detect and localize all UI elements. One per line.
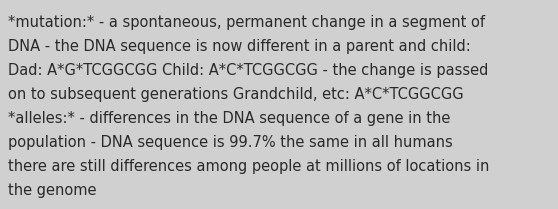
Text: *alleles:* - differences in the DNA sequence of a gene in the: *alleles:* - differences in the DNA sequ… xyxy=(8,111,451,126)
Text: the genome: the genome xyxy=(8,183,97,198)
Text: there are still differences among people at millions of locations in: there are still differences among people… xyxy=(8,159,490,174)
Text: DNA - the DNA sequence is now different in a parent and child:: DNA - the DNA sequence is now different … xyxy=(8,39,471,54)
Text: *mutation:* - a spontaneous, permanent change in a segment of: *mutation:* - a spontaneous, permanent c… xyxy=(8,15,485,30)
Text: Dad: A*G*TCGGCGG Child: A*C*TCGGCGG - the change is passed: Dad: A*G*TCGGCGG Child: A*C*TCGGCGG - th… xyxy=(8,63,489,78)
Text: on to subsequent generations Grandchild, etc: A*C*TCGGCGG: on to subsequent generations Grandchild,… xyxy=(8,87,464,102)
Text: population - DNA sequence is 99.7% the same in all humans: population - DNA sequence is 99.7% the s… xyxy=(8,135,453,150)
